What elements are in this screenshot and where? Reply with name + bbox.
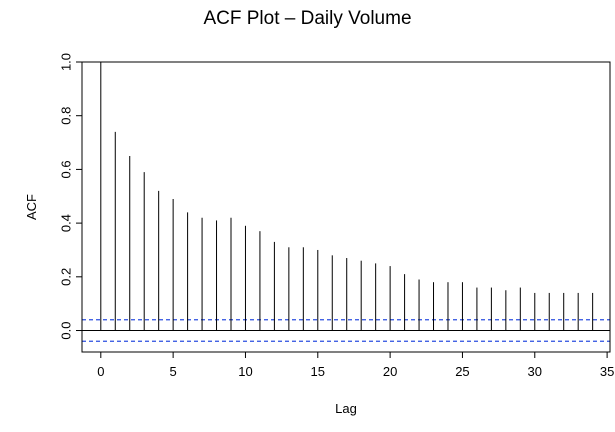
- plot-frame: [81, 61, 611, 353]
- x-tick-label: 5: [170, 364, 177, 379]
- acf-bars: [100, 62, 594, 331]
- y-tick-label: 0.8: [58, 107, 73, 125]
- y-axis-label: ACF: [24, 194, 39, 220]
- y-tick-label: 0.6: [58, 160, 73, 178]
- x-axis-label: Lag: [335, 401, 357, 416]
- y-axis: 0.0 0.2 0.4 0.6 0.8 1.0: [58, 53, 82, 340]
- y-tick-label: 0.2: [58, 268, 73, 286]
- y-tick-label: 0.4: [58, 214, 73, 232]
- x-tick-label: 35: [600, 364, 614, 379]
- x-tick-label: 10: [238, 364, 252, 379]
- x-tick-label: 20: [383, 364, 397, 379]
- y-tick-label: 1.0: [58, 53, 73, 71]
- chart-title: ACF Plot – Daily Volume: [203, 8, 412, 29]
- x-tick-label: 15: [311, 364, 325, 379]
- x-tick-label: 0: [97, 364, 104, 379]
- x-tick-label: 30: [528, 364, 542, 379]
- y-tick-label: 0.0: [58, 321, 73, 339]
- plot-area: [82, 319, 610, 342]
- x-tick-label: 25: [455, 364, 469, 379]
- x-axis: 0 5 10 15 20 25 30 35: [97, 352, 614, 379]
